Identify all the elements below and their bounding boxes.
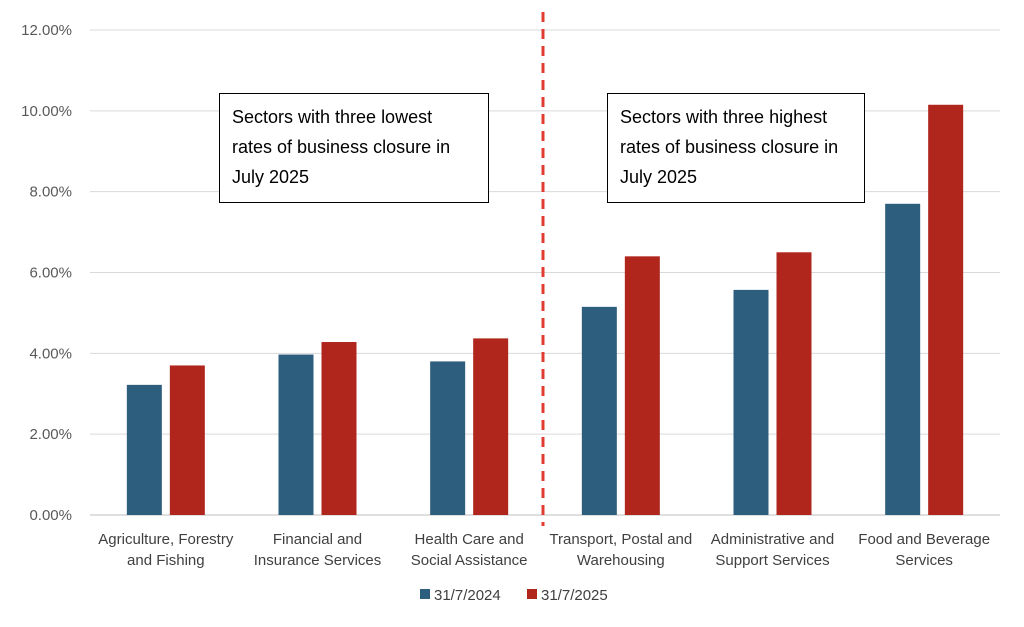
annotation-highest-line-3: July 2025 [620,167,698,187]
x-category-label: Health Care and [415,531,524,548]
y-tick-label: 0.00% [29,507,72,524]
annotation-box-lowest: Sectors with three lowest rates of busin… [219,93,489,203]
x-category-label: Financial and [273,531,362,548]
x-category-label: Food and Beverage [858,531,990,548]
y-tick-label: 6.00% [29,265,72,282]
y-tick-label: 12.00% [21,22,72,39]
x-category-label: Warehousing [577,552,665,569]
x-category-label: Support Services [715,552,829,569]
bar [885,203,921,515]
bar [278,354,314,515]
x-category-label: Insurance Services [254,552,382,569]
x-category-label: Transport, Postal and [549,531,692,548]
annotation-lowest-line-2: rates of business closure in [232,137,451,157]
bar [473,338,509,515]
bar [776,252,812,515]
x-category-label: Agriculture, Forestry [98,531,234,548]
y-tick-label: 8.00% [29,184,72,201]
annotation-box-highest: Sectors with three highest rates of busi… [607,93,865,203]
bar [624,256,660,515]
y-tick-label: 10.00% [21,103,72,120]
y-tick-label: 4.00% [29,345,72,362]
annotation-highest-line-1: Sectors with three highest [620,107,828,127]
bar [928,104,964,515]
bar [321,342,357,515]
x-category-label: Social Assistance [411,552,528,569]
bar [430,361,466,515]
x-category-label: and Fishing [127,552,205,569]
bar [581,306,617,515]
bar [169,365,205,515]
x-category-label: Services [895,552,953,569]
annotation-lowest-line-3: July 2025 [232,167,310,187]
annotation-highest-line-2: rates of business closure in [620,137,839,157]
legend-swatch [420,589,430,599]
bar [126,384,162,515]
annotation-lowest-line-1: Sectors with three lowest [232,107,433,127]
y-tick-label: 2.00% [29,426,72,443]
bar [733,289,769,515]
legend-label: 31/7/2025 [541,587,608,604]
legend-label: 31/7/2024 [434,587,501,604]
x-category-label: Administrative and [711,531,834,548]
legend-swatch [527,589,537,599]
